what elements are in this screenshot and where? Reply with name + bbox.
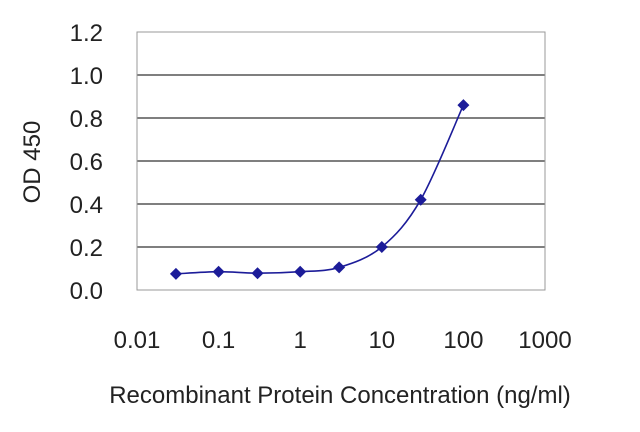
y-tick-label: 1.0 <box>70 63 103 90</box>
data-point-marker <box>251 267 264 280</box>
plot-frame <box>136 31 546 291</box>
x-tick-label: 10 <box>368 327 395 354</box>
series-line-layer <box>175 104 465 275</box>
data-point-marker <box>457 99 470 112</box>
y-tick-label: 1.2 <box>70 20 103 47</box>
plot-border <box>136 31 546 291</box>
y-tick-label: 0.6 <box>70 149 103 176</box>
data-point-marker <box>212 265 225 278</box>
data-point-marker <box>333 261 346 274</box>
x-tick-label: 0.01 <box>114 327 161 354</box>
data-point-marker <box>294 265 307 278</box>
x-tick-label: 0.1 <box>202 327 235 354</box>
y-tick-label: 0.0 <box>70 278 103 305</box>
x-axis-label: Recombinant Protein Concentration (ng/ml… <box>109 382 571 409</box>
y-tick-labels: 0.0 0.2 0.4 0.6 0.8 1.0 1.2 <box>70 20 103 305</box>
y-axis-label: OD 450 <box>19 121 46 204</box>
x-tick-labels: 0.01 0.1 1 10 100 1000 <box>114 327 572 354</box>
y-tick-label: 0.8 <box>70 106 103 133</box>
data-point-marker <box>375 241 388 253</box>
x-tick-label: 1000 <box>518 327 571 354</box>
y-tick-label: 0.4 <box>70 192 103 219</box>
x-tick-label: 1 <box>294 327 307 354</box>
grid-layer <box>137 74 545 248</box>
data-point-marker <box>169 267 182 280</box>
series-line <box>175 104 465 275</box>
y-tick-label: 0.2 <box>70 235 103 262</box>
data-point-marker <box>414 193 427 206</box>
marker-layer <box>169 99 470 280</box>
x-tick-label: 100 <box>443 327 483 354</box>
